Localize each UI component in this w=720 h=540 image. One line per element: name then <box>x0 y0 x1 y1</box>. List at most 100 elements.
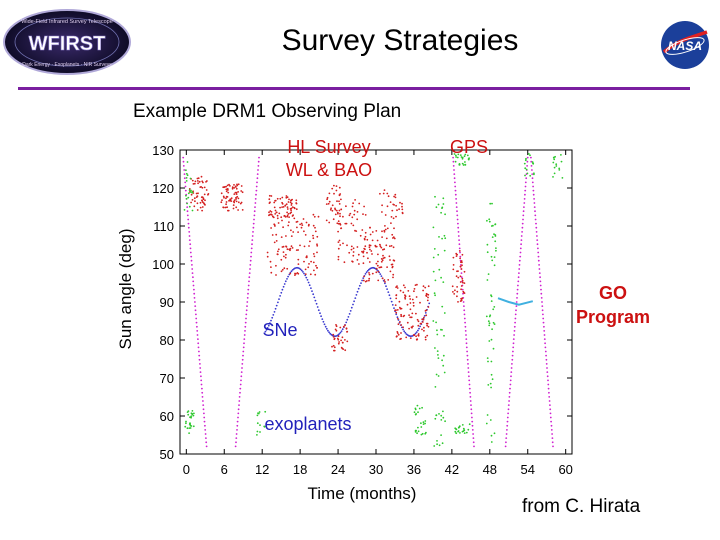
exoplanet-point <box>456 214 459 217</box>
exoplanet-point <box>255 189 258 192</box>
hl-survey-point <box>235 191 238 194</box>
exoplanet-point <box>551 433 553 435</box>
exoplanet-point <box>534 210 536 213</box>
sne-point <box>305 276 308 279</box>
exoplanet-point <box>470 408 473 411</box>
gps-point <box>453 153 456 155</box>
gps-point <box>437 203 440 206</box>
hl-survey-point <box>270 213 272 216</box>
hl-survey-point <box>383 279 386 281</box>
hl-survey-point <box>363 275 365 278</box>
hl-survey-point <box>396 309 399 311</box>
hl-survey-point <box>426 299 429 302</box>
hl-survey-point <box>397 317 399 320</box>
exoplanet-point <box>202 404 205 406</box>
exoplanet-point <box>537 255 540 258</box>
hl-survey-point <box>287 201 290 203</box>
gps-point <box>192 414 195 417</box>
gps-point <box>256 422 259 425</box>
gps-point <box>436 440 438 442</box>
exoplanet-point <box>508 396 511 398</box>
sne-point <box>364 273 367 275</box>
gps-point <box>435 414 438 417</box>
exoplanet-point <box>235 433 238 435</box>
gps-point <box>443 249 446 252</box>
hl-survey-point <box>371 272 374 275</box>
exoplanet-point <box>531 181 534 184</box>
hl-survey-point <box>399 201 401 204</box>
hl-survey-point <box>341 347 344 350</box>
hl-survey-point <box>338 239 341 242</box>
gps-point <box>487 360 489 363</box>
exoplanet-point <box>510 371 513 373</box>
exoplanet-point <box>521 222 524 225</box>
hl-survey-point <box>275 264 277 267</box>
exoplanet-point <box>199 367 202 369</box>
exoplanet-point <box>257 169 259 171</box>
hl-survey-point <box>406 303 409 306</box>
hl-survey-point <box>235 187 238 190</box>
exoplanet-point <box>522 218 524 221</box>
sne-point <box>388 294 391 297</box>
sne-point <box>356 290 359 293</box>
hl-survey-point <box>283 267 286 270</box>
gps-point <box>459 154 462 157</box>
gps-point <box>257 412 260 415</box>
gps-point <box>533 173 535 176</box>
hl-survey-point <box>417 334 420 337</box>
exoplanet-point <box>526 160 529 163</box>
sne-point <box>338 333 341 335</box>
hl-survey-point <box>427 293 430 296</box>
exoplanet-point <box>543 330 546 332</box>
exoplanet-point <box>546 375 549 378</box>
hl-survey-point <box>193 205 196 208</box>
gps-point <box>461 424 464 426</box>
hl-survey-point <box>199 206 202 209</box>
hl-survey-point <box>458 250 461 252</box>
hl-survey-point <box>412 301 415 304</box>
gps-point <box>190 425 193 427</box>
exoplanet-point <box>256 181 258 184</box>
gps-point <box>442 203 445 205</box>
hl-survey-point <box>332 344 335 347</box>
hl-survey-point <box>336 200 338 203</box>
hl-survey-point <box>422 285 425 288</box>
sne-point <box>428 302 431 305</box>
hl-survey-point <box>231 186 234 189</box>
exoplanet-point <box>238 396 241 398</box>
exoplanet-point <box>548 391 550 394</box>
gps-point <box>495 249 497 252</box>
hl-survey-point <box>456 286 458 288</box>
exoplanet-point <box>518 264 521 266</box>
exoplanet-point <box>509 379 512 382</box>
hl-survey-point <box>220 201 223 204</box>
exoplanet-point <box>540 288 542 291</box>
hl-survey-point <box>224 206 227 209</box>
hl-survey-point <box>289 249 291 252</box>
exoplanet-point <box>243 342 245 345</box>
exoplanet-point <box>511 363 513 365</box>
exoplanet-point <box>471 424 474 427</box>
exoplanet-point <box>460 272 463 274</box>
hl-survey-point <box>329 208 332 211</box>
exoplanet-point <box>453 177 456 180</box>
exoplanet-point <box>506 429 508 431</box>
series-hl-survey <box>188 175 466 352</box>
gps-point <box>490 338 493 341</box>
hl-survey-point <box>363 238 366 241</box>
x-tick-label: 60 <box>558 462 572 477</box>
hl-survey-point <box>334 328 337 331</box>
hl-survey-point <box>375 267 378 270</box>
hl-survey-point <box>273 206 276 209</box>
hl-survey-point <box>382 257 385 259</box>
hl-survey-point <box>420 322 423 325</box>
hl-survey-point <box>226 196 229 198</box>
gps-point <box>193 412 195 415</box>
exoplanet-point <box>521 231 523 233</box>
gps-point <box>441 359 443 362</box>
exoplanet-point <box>189 251 192 254</box>
gps-point <box>457 430 459 433</box>
hl-survey-point <box>281 246 284 248</box>
sne-point <box>274 307 277 310</box>
hl-survey-point <box>220 192 223 195</box>
